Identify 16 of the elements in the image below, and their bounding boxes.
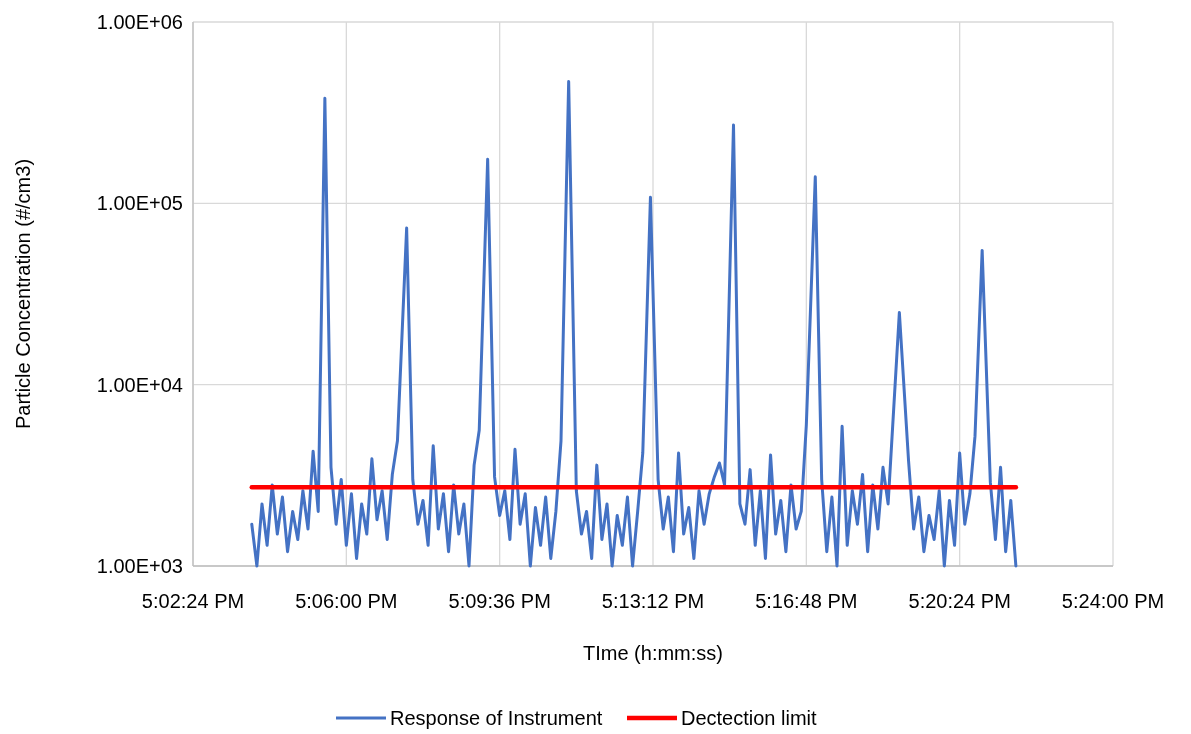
- x-tick-label: 5:24:00 PM: [1061, 590, 1165, 612]
- legend-label: Dectection limit: [681, 707, 818, 729]
- y-tick-label: 1.00E+05: [96, 192, 183, 215]
- x-tick-label: 5:16:48 PM: [755, 590, 858, 612]
- x-tick-label: 5:02:24 PM: [141, 590, 245, 612]
- x-tick-label: 5:13:12 PM: [601, 590, 705, 612]
- y-tick-label: 1.00E+04: [96, 373, 183, 396]
- y-axis-title: Particle Concentration (#/cm3): [12, 158, 34, 430]
- legend-label: Response of Instrument: [390, 707, 603, 729]
- x-tick-label: 5:20:24 PM: [908, 590, 1011, 612]
- line-series: [250, 79, 1018, 568]
- x-tick-label: 5:09:36 PM: [448, 590, 551, 612]
- x-axis-title: TIme (h:mm:ss): [583, 642, 723, 664]
- y-tick-label: 1.00E+03: [96, 555, 183, 577]
- y-tick-label: 1.00E+06: [96, 11, 183, 33]
- x-tick-label: 5:06:00 PM: [295, 590, 398, 612]
